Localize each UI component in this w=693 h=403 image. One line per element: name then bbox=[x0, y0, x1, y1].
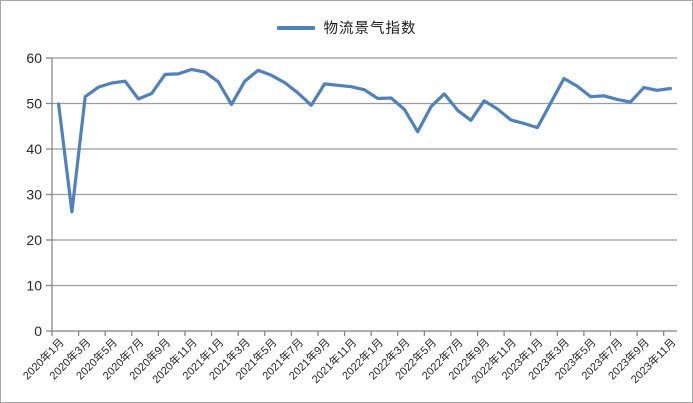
y-axis-label: 60 bbox=[26, 50, 42, 66]
series-line-logistics-index bbox=[56, 67, 673, 214]
y-axis-label: 50 bbox=[26, 96, 42, 112]
chart-legend: 物流景气指数 bbox=[1, 17, 692, 38]
y-axis-label: 40 bbox=[26, 141, 42, 157]
legend-series-label: 物流景气指数 bbox=[323, 21, 417, 37]
y-axis-label: 10 bbox=[26, 278, 42, 294]
y-axis-label: 30 bbox=[26, 187, 42, 203]
y-axis-label: 0 bbox=[34, 323, 42, 339]
y-axis-label: 20 bbox=[26, 232, 42, 248]
legend-line-sample-icon bbox=[276, 25, 315, 30]
